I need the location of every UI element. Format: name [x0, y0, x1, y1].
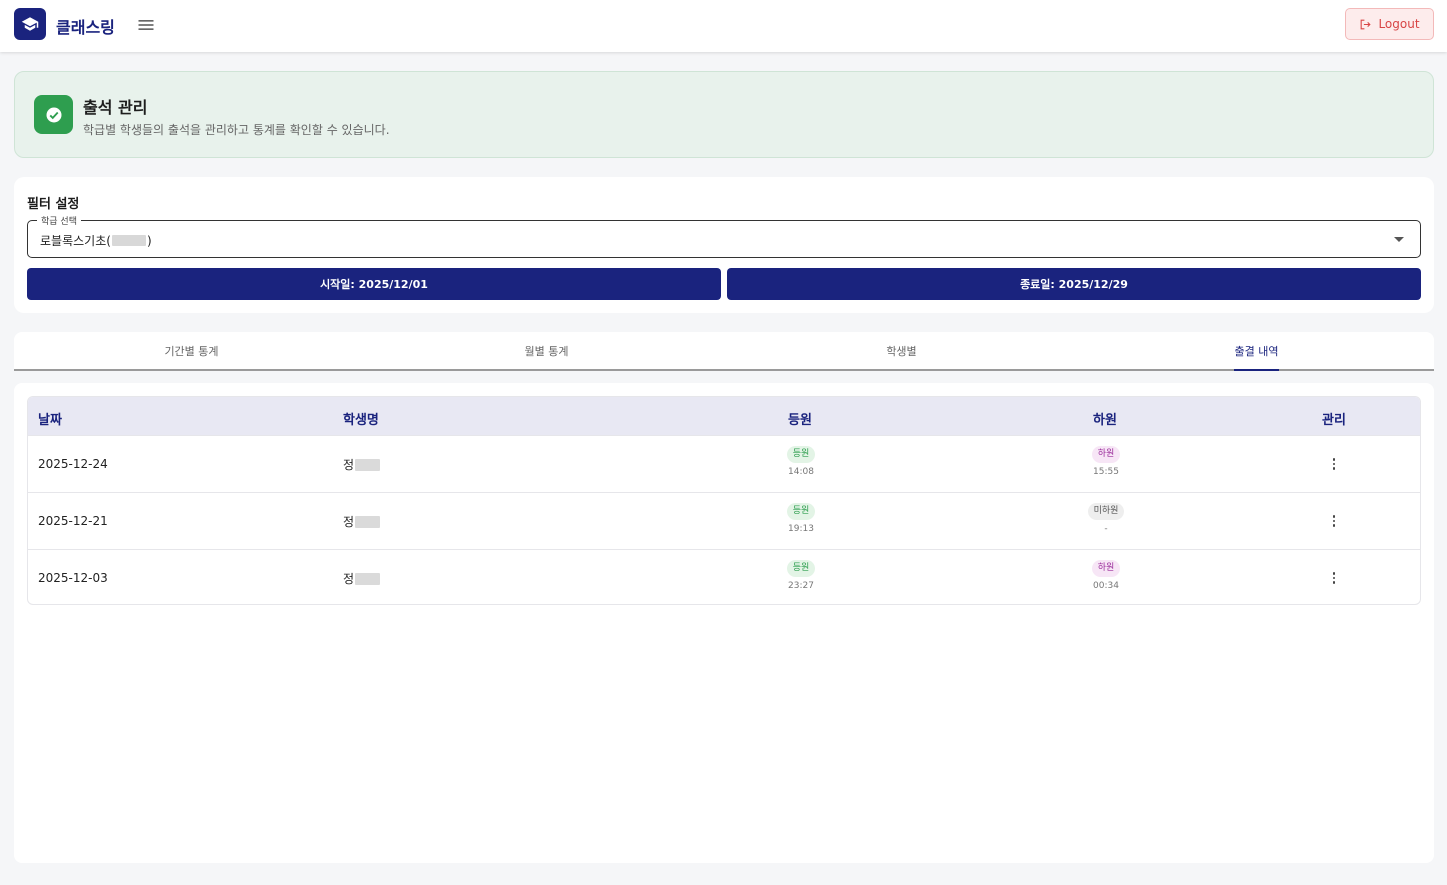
row-student: 정: [343, 570, 381, 587]
top-app-bar: 클래스링 Logout: [0, 0, 1447, 52]
caret-down-icon: [1394, 237, 1404, 242]
checkin-cell: 등원 19:13: [761, 503, 841, 534]
class-select-label: 학급 선택: [37, 214, 81, 227]
start-date-button[interactable]: 시작일: 2025/12/01: [27, 268, 721, 300]
logout-button[interactable]: Logout: [1345, 8, 1434, 40]
redacted-text: [355, 458, 381, 471]
checkout-badge: 미하원: [1087, 503, 1125, 520]
checkout-badge: 하원: [1091, 560, 1121, 577]
active-tab-indicator: [1234, 369, 1279, 371]
app-logo[interactable]: [14, 8, 46, 40]
checkout-cell: 미하원 -: [1066, 503, 1146, 534]
class-select[interactable]: 학급 선택 로블록스기초( ): [27, 214, 1421, 258]
table-header: 날짜 학생명 등원 하원 관리: [28, 397, 1420, 435]
row-student: 정: [343, 513, 381, 530]
menu-toggle-button[interactable]: [134, 13, 158, 37]
page-subtitle: 학급별 학생들의 출석을 관리하고 통계를 확인할 수 있습니다.: [83, 123, 390, 137]
checkin-time: 19:13: [788, 524, 814, 534]
checkin-badge: 등원: [786, 503, 816, 520]
row-student: 정: [343, 456, 381, 473]
checkout-time: -: [1104, 524, 1108, 534]
checkout-time: 00:34: [1093, 581, 1119, 591]
checkout-cell: 하원 15:55: [1066, 446, 1146, 477]
class-select-value: 로블록스기초( ): [40, 232, 152, 249]
header-checkin: 등원: [788, 413, 812, 428]
checkin-badge: 등원: [786, 560, 816, 577]
header-student: 학생명: [343, 413, 379, 428]
checkin-cell: 등원 23:27: [761, 560, 841, 591]
redacted-text: [355, 515, 381, 528]
row-date: 2025-12-24: [38, 457, 108, 471]
more-vertical-icon[interactable]: [1326, 570, 1342, 586]
more-vertical-icon[interactable]: [1326, 456, 1342, 472]
more-vertical-icon[interactable]: [1326, 513, 1342, 529]
row-date: 2025-12-03: [38, 571, 108, 585]
end-date-button[interactable]: 종료일: 2025/12/29: [727, 268, 1421, 300]
student-name: 정: [343, 572, 355, 586]
header-manage: 관리: [1322, 413, 1346, 428]
redacted-text: [111, 235, 146, 246]
checkout-time: 15:55: [1093, 467, 1119, 477]
check-circle-icon: [46, 107, 61, 122]
tab-bar: 기간별 통계 월별 통계 학생별 출결 내역: [14, 332, 1434, 371]
checkin-cell: 등원 14:08: [761, 446, 841, 477]
header-checkout: 하원: [1093, 413, 1117, 428]
tab-by-student[interactable]: 학생별: [886, 344, 917, 358]
attendance-table: 날짜 학생명 등원 하원 관리 2025-12-24 정 등원 14:08 하원…: [27, 396, 1421, 605]
checkout-cell: 하원 00:34: [1066, 560, 1146, 591]
checkin-badge: 등원: [786, 446, 816, 463]
table-row: 2025-12-21 정 등원 19:13 미하원 -: [28, 492, 1420, 549]
logout-icon: [1361, 19, 1372, 29]
tab-attendance-history[interactable]: 출결 내역: [1234, 344, 1279, 358]
class-select-suffix: ): [146, 233, 152, 248]
tab-monthly-stats[interactable]: 월별 통계: [524, 344, 569, 358]
redacted-text: [355, 572, 381, 585]
banner-icon-box: [34, 95, 73, 134]
student-name: 정: [343, 458, 355, 472]
brand-name: 클래스링: [56, 18, 115, 37]
filter-title: 필터 설정: [27, 197, 80, 212]
checkin-time: 14:08: [788, 467, 814, 477]
page-title: 출석 관리: [83, 98, 148, 117]
header-date: 날짜: [38, 413, 62, 428]
filter-card: 필터 설정 학급 선택 로블록스기초( ) 시작일: 2025/12/01 종료…: [14, 177, 1434, 313]
hamburger-menu-icon: [138, 20, 154, 30]
graduation-cap-icon: [21, 17, 39, 31]
page-banner: 출석 관리 학급별 학생들의 출석을 관리하고 통계를 확인할 수 있습니다.: [14, 71, 1434, 158]
checkin-time: 23:27: [788, 581, 814, 591]
checkout-badge: 하원: [1091, 446, 1121, 463]
table-row: 2025-12-03 정 등원 23:27 하원 00:34: [28, 549, 1420, 604]
tab-period-stats[interactable]: 기간별 통계: [164, 344, 219, 358]
table-card: 날짜 학생명 등원 하원 관리 2025-12-24 정 등원 14:08 하원…: [14, 383, 1434, 863]
table-row: 2025-12-24 정 등원 14:08 하원 15:55: [28, 435, 1420, 492]
logout-label: Logout: [1378, 17, 1420, 31]
student-name: 정: [343, 515, 355, 529]
class-select-prefix: 로블록스기초(: [40, 234, 111, 248]
row-date: 2025-12-21: [38, 514, 108, 528]
